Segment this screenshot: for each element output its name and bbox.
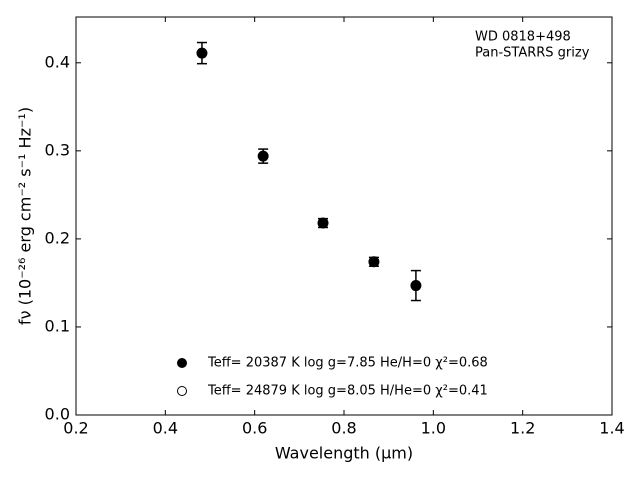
y-tick-label: 0.4 <box>45 52 70 71</box>
legend-label: Teff= 20387 K log g=7.85 He/H=0 χ²=0.68 <box>207 356 488 371</box>
x-axis-label: Wavelength (μm) <box>275 444 413 463</box>
legend-marker <box>177 358 187 368</box>
legend-marker <box>177 386 187 396</box>
annotation: Pan-STARRS grizy <box>475 46 590 61</box>
x-tick-label: 0.2 <box>63 419 88 438</box>
data-point <box>317 217 329 229</box>
x-tick-label: 1.4 <box>599 419 624 438</box>
legend-label: Teff= 24879 K log g=8.05 H/He=0 χ²=0.41 <box>207 384 488 399</box>
x-tick-label: 0.4 <box>153 419 178 438</box>
data-point <box>410 280 422 292</box>
x-tick-label: 0.6 <box>242 419 267 438</box>
y-tick-label: 0.3 <box>45 140 70 159</box>
y-tick-label: 0.1 <box>45 316 70 335</box>
y-tick-label: 0.0 <box>45 405 70 424</box>
data-point <box>257 150 269 162</box>
data-point <box>368 256 380 268</box>
y-tick-label: 0.2 <box>45 228 70 247</box>
x-tick-label: 1.0 <box>421 419 446 438</box>
x-tick-label: 0.8 <box>331 419 356 438</box>
y-axis-label: fν (10⁻²⁶ erg cm⁻² s⁻¹ Hz⁻¹) <box>16 107 35 325</box>
x-tick-label: 1.2 <box>510 419 535 438</box>
data-point <box>196 47 208 59</box>
annotation: WD 0818+498 <box>475 30 571 45</box>
